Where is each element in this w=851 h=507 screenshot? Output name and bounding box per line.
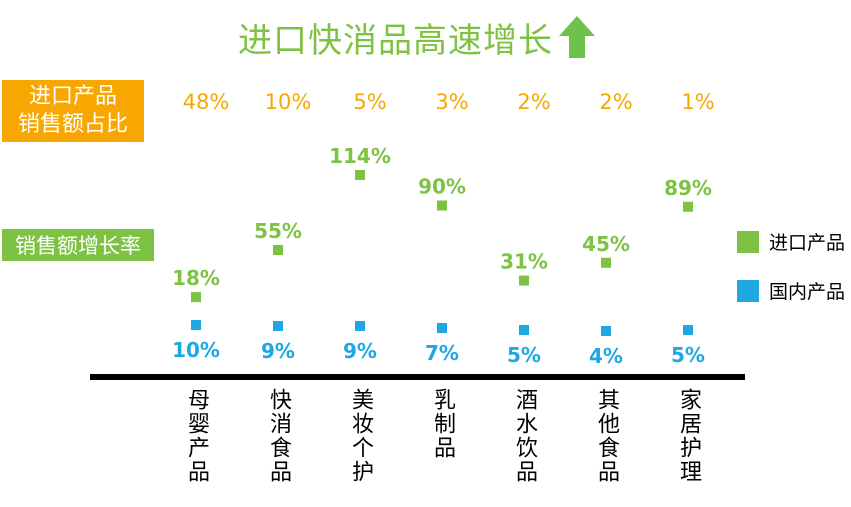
imported-point	[437, 200, 447, 211]
share-value: 1%	[681, 90, 715, 114]
up-arrow-icon	[559, 16, 595, 58]
share-value: 3%	[435, 90, 469, 114]
category-label: 母婴产品	[184, 388, 209, 484]
legend-item-domestic: 国内产品	[737, 277, 845, 304]
share-row-label-line-2: 销售额占比	[17, 112, 128, 137]
category-label: 美妆个护	[348, 388, 373, 484]
imported-point	[519, 275, 529, 286]
domestic-value-label: 7%	[425, 341, 459, 365]
share-value: 10%	[264, 90, 312, 114]
share-value: 2%	[599, 90, 633, 114]
imported-point	[191, 292, 201, 303]
category-label: 酒水饮品	[512, 388, 537, 484]
chart-title: 进口快消品高速增长	[238, 14, 595, 61]
imported-point	[355, 170, 365, 180]
category-label: 家居护理	[676, 388, 701, 484]
imported-value-label: 45%	[582, 232, 630, 256]
domestic-point	[519, 325, 529, 335]
legend-label-imported: 进口产品	[769, 232, 846, 254]
domestic-point	[273, 321, 283, 331]
category-label: 乳制品	[430, 388, 455, 460]
growth-row-label: 销售额增长率	[2, 229, 154, 261]
legend-swatch-domestic	[737, 279, 759, 302]
legend-swatch-imported	[737, 230, 759, 253]
imported-value-label: 31%	[500, 250, 548, 274]
share-row-label: 进口产品 销售额占比	[2, 80, 144, 142]
imported-point	[683, 201, 693, 212]
imported-point	[273, 245, 283, 256]
imported-value-label: 18%	[172, 266, 220, 290]
legend-label-domestic: 国内产品	[769, 281, 846, 303]
domestic-value-label: 4%	[589, 344, 623, 368]
domestic-value-label: 10%	[172, 338, 220, 362]
domestic-point	[355, 321, 365, 331]
imported-value-label: 114%	[329, 144, 391, 168]
imported-value-label: 90%	[418, 175, 466, 199]
x-axis-baseline	[90, 374, 745, 380]
category-label: 其他食品	[594, 388, 619, 484]
share-value: 2%	[517, 90, 551, 114]
domestic-point	[191, 320, 201, 330]
share-value: 48%	[182, 90, 230, 114]
category-label: 快消食品	[266, 388, 291, 484]
share-row-label-line-1: 进口产品	[28, 84, 117, 109]
share-value: 5%	[353, 90, 387, 114]
imported-point	[601, 257, 611, 268]
domestic-point	[683, 325, 693, 335]
domestic-point	[437, 323, 447, 333]
domestic-point	[601, 326, 611, 336]
domestic-value-label: 9%	[343, 339, 377, 363]
domestic-value-label: 5%	[671, 343, 705, 367]
legend-item-imported: 进口产品	[737, 228, 845, 255]
growth-row-label-text: 销售额增长率	[15, 234, 141, 258]
domestic-value-label: 9%	[261, 339, 295, 363]
imported-value-label: 89%	[664, 176, 712, 200]
imported-value-label: 55%	[254, 219, 302, 243]
chart-title-text: 进口快消品高速增长	[238, 20, 553, 61]
domestic-value-label: 5%	[507, 343, 541, 367]
